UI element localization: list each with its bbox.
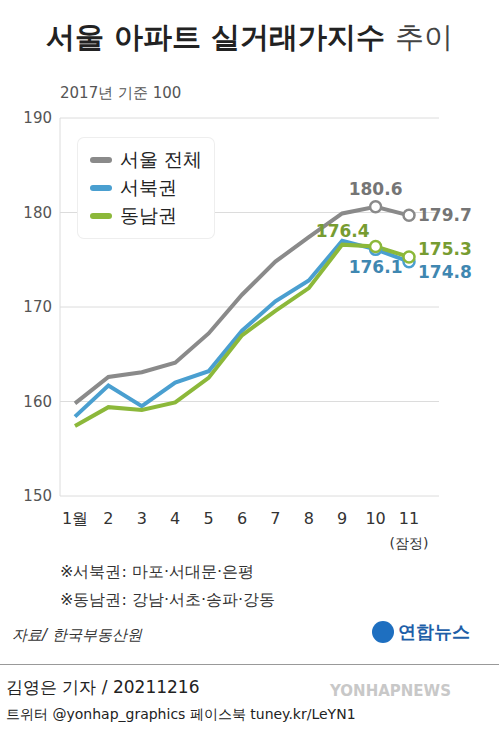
svg-text:175.3: 175.3	[418, 239, 472, 259]
svg-text:5: 5	[204, 509, 214, 528]
svg-text:190: 190	[23, 109, 52, 127]
svg-text:150: 150	[23, 487, 52, 505]
html-text:※동남권: 강남·서초·송파·강동: ※동남권: 강남·서초·송파·강동	[60, 590, 276, 609]
svg-text:7: 7	[270, 509, 280, 528]
html-text:서울 전체: 서울 전체	[120, 148, 202, 170]
html-text:2017년 기준 100: 2017년 기준 100	[60, 84, 182, 102]
html-text:트위터 @yonhap_graphics 페이스북 tune: 트위터 @yonhap_graphics 페이스북 tuney.kr/LeYN1	[6, 706, 356, 722]
svg-text:160: 160	[23, 393, 52, 411]
svg-text:1월: 1월	[62, 509, 88, 528]
html-text:서울 아파트 실거래가지수 추이: 서울 아파트 실거래가지수 추이	[46, 20, 453, 54]
svg-text:170: 170	[23, 298, 52, 316]
html-text:연합뉴스: 연합뉴스	[398, 621, 470, 642]
svg-text:180.6: 180.6	[349, 179, 403, 199]
svg-text:174.8: 174.8	[418, 262, 472, 282]
svg-text:(잠정): (잠정)	[390, 535, 429, 551]
html-text:YONHAPNEWS: YONHAPNEWS	[330, 682, 451, 700]
svg-text:2: 2	[103, 509, 113, 528]
svg-text:3: 3	[137, 509, 147, 528]
html-text:동남권: 동남권	[120, 204, 177, 226]
html-text:서북권: 서북권	[120, 176, 177, 198]
svg-text:176.1: 176.1	[349, 257, 403, 277]
svg-text:179.7: 179.7	[418, 205, 472, 225]
html-text:자료/ 한국부동산원: 자료/ 한국부동산원	[12, 626, 142, 644]
html-text:김영은 기자 / 20211216: 김영은 기자 / 20211216	[6, 677, 200, 697]
svg-text:176.4: 176.4	[316, 221, 370, 241]
svg-text:8: 8	[304, 509, 314, 528]
svg-text:6: 6	[237, 509, 247, 528]
svg-text:9: 9	[337, 509, 347, 528]
svg-text:180: 180	[23, 204, 52, 222]
svg-text:11: 11	[399, 509, 419, 528]
svg-text:10: 10	[365, 509, 385, 528]
html-text:※서북권: 마포·서대문·은평: ※서북권: 마포·서대문·은평	[60, 562, 255, 581]
svg-text:4: 4	[170, 509, 180, 528]
